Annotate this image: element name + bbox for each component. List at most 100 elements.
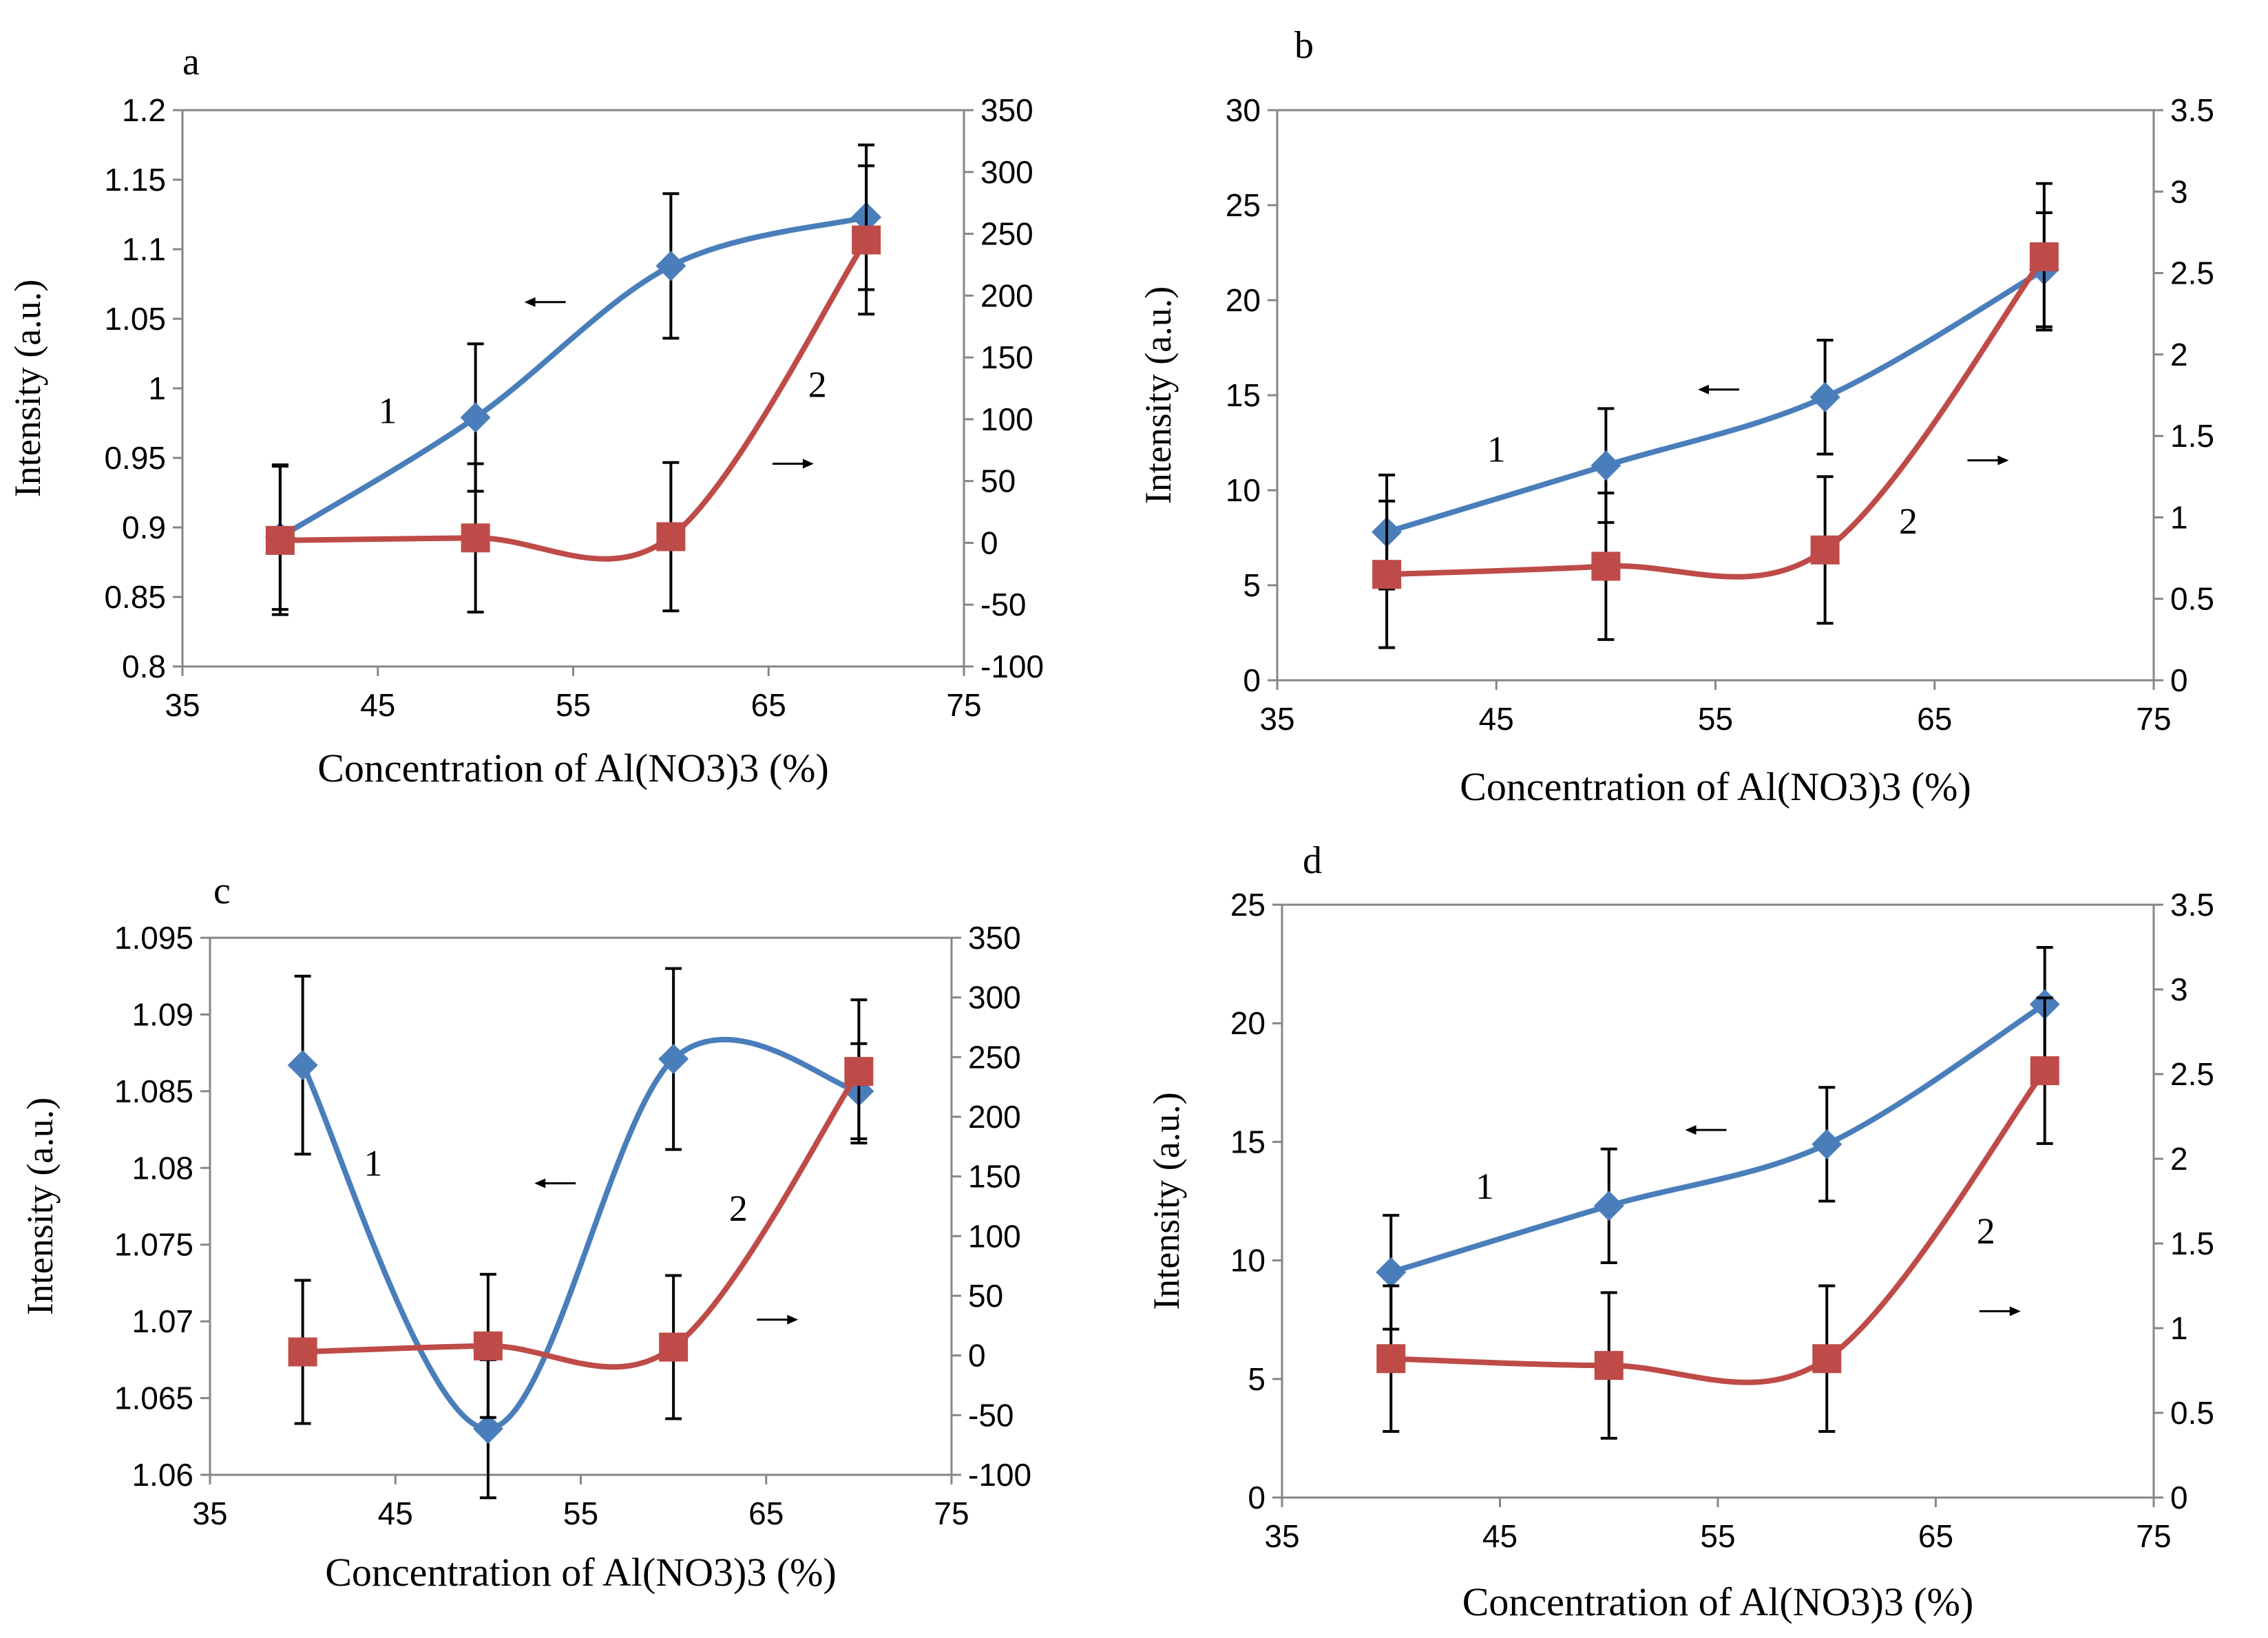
x-tick-label: 55: [563, 1495, 598, 1531]
x-tick-label: 35: [1259, 701, 1294, 737]
left-y-tick-label: 1.085: [114, 1073, 193, 1109]
series-2-point: [265, 525, 295, 555]
left-y-tick-label: 1.15: [104, 162, 166, 198]
right-y-tick-label: 0: [980, 525, 998, 560]
right-y-tick-label: -100: [968, 1457, 1031, 1493]
x-tick-label: 55: [1700, 1518, 1735, 1554]
series-2-annotation: 2: [1977, 1210, 1995, 1252]
series-2-point: [2029, 242, 2059, 271]
right-y-tick-label: 2.5: [2170, 1056, 2214, 1092]
x-tick-label: 45: [1479, 701, 1514, 737]
right-y-tick-label: 350: [980, 92, 1033, 128]
right-y-tick-label: 2: [2170, 1141, 2188, 1177]
x-tick-label: 45: [378, 1495, 413, 1531]
series-1-point: [658, 1044, 689, 1075]
left-y-tick-label: 15: [1226, 377, 1261, 413]
x-tick-label: 35: [1264, 1518, 1299, 1554]
x-tick-label: 55: [1698, 701, 1733, 737]
series-1-line: [278, 214, 868, 540]
right-y-tick-label: 50: [980, 463, 1016, 499]
series-1-annotation: 1: [364, 1142, 382, 1184]
right-axis-arrow-head: [2009, 1306, 2021, 1316]
series-2-line: [302, 1069, 861, 1370]
y-axis-title: Intensity (a.u.): [19, 1098, 61, 1315]
panel-label: a: [182, 41, 200, 83]
series-2-line: [1391, 1069, 2047, 1385]
left-y-tick-label: 5: [1243, 567, 1261, 603]
series-1-point: [1812, 1128, 1842, 1159]
right-y-tick-label: -100: [980, 649, 1044, 684]
series-2-annotation: 2: [1899, 501, 1918, 542]
series-2-point: [852, 225, 881, 255]
left-axis-arrow-head: [534, 1178, 546, 1188]
left-axis-arrow-head: [1685, 1125, 1697, 1135]
left-y-tick-label: 1.075: [114, 1227, 193, 1263]
right-y-tick-label: 150: [968, 1159, 1021, 1195]
left-y-tick-label: 20: [1230, 1005, 1266, 1041]
series-2-point: [844, 1057, 874, 1086]
x-tick-label: 75: [934, 1495, 969, 1531]
right-y-tick-label: 1.5: [2170, 1226, 2214, 1261]
left-y-tick-label: 30: [1226, 92, 1261, 128]
panel-label: c: [213, 870, 231, 912]
left-y-tick-label: 1.095: [114, 920, 193, 956]
series-2-point: [1376, 1344, 1406, 1374]
series-2-annotation: 2: [729, 1188, 748, 1229]
series-1-line: [1385, 267, 2046, 535]
left-y-tick-label: 10: [1226, 472, 1261, 508]
x-axis-title: Concentration of Al(NO3)3 (%): [1460, 764, 1971, 809]
left-y-tick-label: 25: [1230, 887, 1266, 923]
right-y-tick-label: 300: [968, 980, 1021, 1016]
left-y-tick-label: 0.9: [122, 510, 166, 545]
series-1-point: [472, 1414, 503, 1445]
series-2-point: [288, 1337, 317, 1367]
right-y-tick-label: 0.5: [2170, 1395, 2214, 1431]
chart-panel-c: 35 45 55 65 75 1.06 1.065 1.07 1.075 1.08 1.085 1.0…: [19, 870, 1031, 1595]
x-axis-title: Concentration of Al(NO3)3 (%): [317, 746, 829, 790]
series-2-point: [1372, 560, 1402, 589]
left-y-tick-label: 25: [1226, 187, 1261, 223]
x-tick-label: 65: [1917, 701, 1952, 737]
right-y-tick-label: 3.5: [2170, 887, 2214, 923]
left-y-tick-label: 0.8: [122, 649, 166, 684]
left-y-tick-label: 1.06: [132, 1457, 193, 1493]
x-tick-label: 45: [1482, 1518, 1518, 1554]
series-1-point: [287, 1049, 318, 1080]
right-y-tick-label: 100: [980, 401, 1033, 437]
right-y-tick-label: 2: [2170, 337, 2188, 372]
x-axis-title: Concentration of Al(NO3)3 (%): [1462, 1579, 1974, 1624]
x-tick-label: 65: [1918, 1518, 1953, 1554]
right-y-tick-label: 350: [968, 920, 1021, 956]
x-tick-label: 55: [556, 687, 591, 723]
x-tick-label: 65: [748, 1495, 784, 1531]
x-tick-label: 65: [751, 687, 786, 723]
left-y-tick-label: 1.2: [122, 92, 166, 128]
right-axis-arrow-head: [787, 1314, 799, 1325]
right-y-tick-label: 0: [968, 1338, 986, 1374]
right-y-tick-label: 0: [2170, 1480, 2188, 1515]
y-axis-title: Intensity (a.u.): [1146, 1092, 1187, 1310]
left-y-tick-label: 1.05: [104, 301, 166, 337]
series-2-point: [1810, 535, 1840, 565]
right-y-tick-label: 1: [2170, 499, 2188, 535]
series-1-line: [1390, 1002, 2046, 1275]
chart-panel-d: 35 45 55 65 75051015202500.511.522.533.5dInt…: [1146, 839, 2214, 1624]
series-1-point: [1376, 1257, 1407, 1288]
series-2-point: [2030, 1056, 2059, 1086]
left-y-tick-label: 1: [148, 370, 166, 406]
right-axis-arrow-head: [802, 459, 814, 469]
series-1-point: [1590, 450, 1621, 481]
right-y-tick-label: 3: [2170, 972, 2188, 1007]
series-2-point: [1594, 1351, 1624, 1380]
left-y-tick-label: 0.95: [104, 440, 166, 476]
series-1-annotation: 1: [1476, 1166, 1494, 1207]
left-y-tick-label: 1.07: [132, 1303, 193, 1339]
left-y-tick-label: 0.85: [104, 579, 166, 615]
left-y-tick-label: 1.08: [132, 1150, 193, 1186]
right-y-tick-label: 150: [980, 339, 1033, 375]
x-tick-label: 75: [946, 687, 981, 723]
left-y-tick-label: 1.09: [132, 996, 193, 1032]
left-y-tick-label: 1.1: [122, 231, 166, 267]
right-y-tick-label: 1: [2170, 1310, 2188, 1346]
